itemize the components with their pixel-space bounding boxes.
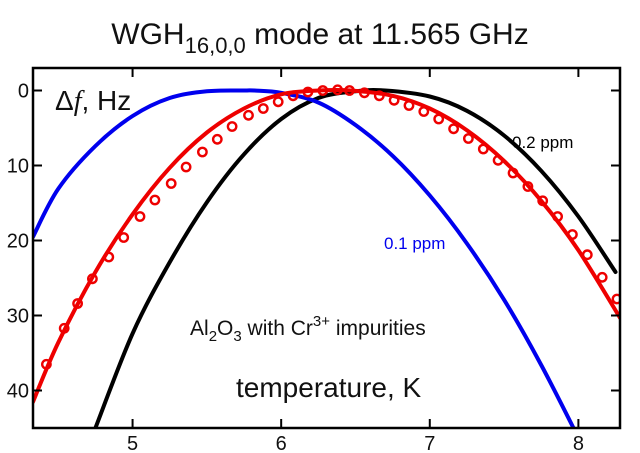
data-point [492,154,504,166]
annotation-impurities: impurities [330,317,426,340]
data-point [103,251,115,263]
series-label-0-1-ppm: 0.1 ppm [384,234,445,253]
data-point [552,211,563,222]
data-point [462,133,474,144]
data-point [272,96,284,108]
data-point [522,181,534,192]
y-axis-label-f: f [74,86,85,117]
data-point [226,121,238,132]
series-layer [33,84,620,428]
y-tick-label: 40 [7,381,29,403]
data-point [358,87,370,99]
data-point [537,195,549,207]
annotation-al: Al [190,317,209,340]
x-tick-label: 6 [276,433,287,453]
x-tick-label: 5 [127,433,138,453]
series-label-0-2-ppm: 0.2 ppm [512,133,573,152]
annotation-sub-3: 3 [233,328,241,345]
y-axis-label-delta: Δ [55,85,74,116]
data-point [180,161,192,173]
y-tick-label: 20 [7,231,29,253]
data-point [433,113,445,125]
data-point [287,90,299,102]
x-tick-label: 8 [573,433,584,453]
data-point [332,84,343,96]
data-point [507,167,519,179]
y-tick-label: 30 [7,306,29,328]
annotation-o: O [217,317,233,340]
chart-title-subscript: 16,0,0 [185,33,246,58]
data-point [118,232,130,243]
annotation-text: Al2O3 with Cr3+ impurities [190,313,426,345]
chart-title: WGH16,0,0 mode at 11.565 GHz [111,18,528,58]
data-point [302,86,314,98]
data-point [211,133,223,145]
data-point [344,85,355,96]
annotation-with-cr: with Cr [242,317,313,340]
plot-area: 5 6 7 8 0 10 20 30 40 [7,66,622,453]
data-point [373,90,385,102]
data-point [87,273,98,285]
data-point [317,85,329,96]
data-point [596,271,608,283]
data-point [581,249,593,261]
data-point [477,143,489,155]
x-axis-label: temperature, K [236,372,422,403]
tick-layer: 5 6 7 8 0 10 20 30 40 [7,68,620,453]
chart-title-rest: mode at 11.565 GHz [246,18,529,51]
data-point [58,322,70,334]
plot-frame [31,66,622,430]
data-point [134,211,146,222]
data-point [72,298,84,309]
y-axis-label: Δf, Hz [55,85,131,117]
data-point [448,123,459,135]
x-tick-label: 7 [424,433,435,453]
data-point [388,94,400,106]
data-point [567,229,578,240]
chart-title-main: WGH [111,18,184,51]
data-point [243,109,254,121]
data-point [41,358,52,370]
y-axis-label-rest: , Hz [81,85,131,116]
y-tick-label: 0 [18,81,29,103]
data-point [418,106,430,117]
data-point [403,100,415,111]
data-point [196,146,208,158]
annotation-sub-2: 2 [209,328,217,345]
annotation-sup-3plus: 3+ [313,313,330,330]
data-point [165,178,177,189]
data-point [257,103,269,114]
data-point [611,293,620,305]
data-point [149,194,161,206]
y-tick-label: 10 [7,156,29,178]
